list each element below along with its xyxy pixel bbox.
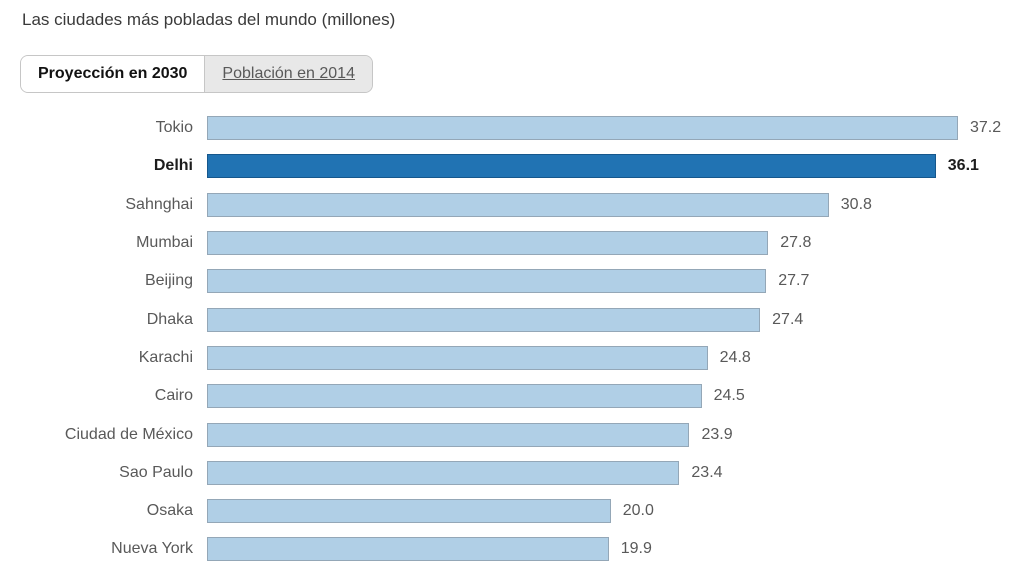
bar-area: 37.2 (207, 116, 1024, 141)
bar (207, 116, 958, 141)
city-label: Ciudad de México (64, 425, 193, 443)
value-label: 27.4 (772, 310, 804, 328)
city-label: Mumbai (136, 234, 193, 252)
city-label: Cairo (154, 387, 193, 405)
bar-area: 23.4 (207, 460, 1024, 485)
value-label: 37.2 (970, 119, 1002, 137)
city-label: Sao Paulo (119, 463, 193, 481)
chart-title: Las ciudades más pobladas del mundo (mil… (22, 10, 396, 29)
tab-proyeccion-2030[interactable]: Proyección en 2030 (21, 56, 206, 92)
city-label: Sahnghai (125, 195, 193, 213)
value-label: 23.4 (691, 463, 723, 481)
table-row: Dhaka 27.4 (0, 300, 1024, 338)
value-label: 24.5 (713, 387, 745, 405)
table-row: Sahnghai 30.8 (0, 186, 1024, 224)
value-label: 24.8 (719, 348, 751, 366)
bar (207, 231, 769, 256)
city-label: Osaka (146, 502, 193, 520)
bar (207, 307, 761, 332)
bar (207, 345, 708, 370)
value-label: 36.1 (947, 157, 979, 175)
bar-area: 30.8 (207, 192, 1024, 217)
bar-area: 24.5 (207, 384, 1024, 409)
table-row: Delhi 36.1 (0, 147, 1024, 185)
city-label: Delhi (153, 157, 193, 175)
bar (207, 537, 609, 562)
city-label: Tokio (155, 119, 193, 137)
tab-group: Proyección en 2030 Población en 2014 (20, 55, 373, 93)
bar (207, 154, 936, 179)
table-row: Karachi 24.8 (0, 339, 1024, 377)
table-row: Mumbai 27.8 (0, 224, 1024, 262)
city-label: Karachi (138, 348, 193, 366)
value-label: 23.9 (701, 425, 733, 443)
city-label: Dhaka (146, 310, 193, 328)
value-label: 30.8 (840, 195, 872, 213)
table-row: Sao Paulo 23.4 (0, 454, 1024, 492)
bar-area: 27.7 (207, 269, 1024, 294)
bar-area: 20.0 (207, 499, 1024, 524)
bar (207, 269, 767, 294)
bar-chart: Tokio 37.2 Delhi 36.1 Sahnghai 30.8 Mumbai 27.8… (0, 109, 1024, 569)
bar (207, 422, 690, 447)
bar-area: 23.9 (207, 422, 1024, 447)
table-row: Cairo 24.5 (0, 377, 1024, 415)
city-label: Beijing (144, 272, 193, 290)
tab-poblacion-2014[interactable]: Población en 2014 (205, 56, 372, 92)
bar-area: 24.8 (207, 345, 1024, 370)
value-label: 19.9 (620, 540, 652, 558)
table-row: Tokio 37.2 (0, 109, 1024, 147)
value-label: 20.0 (622, 502, 654, 520)
value-label: 27.8 (780, 234, 812, 252)
bar-area: 27.8 (207, 231, 1024, 256)
value-label: 27.7 (778, 272, 810, 290)
table-row: Nueva York 19.9 (0, 530, 1024, 568)
bar-area: 27.4 (207, 307, 1024, 332)
bar (207, 499, 611, 524)
bar-area: 36.1 (207, 154, 1024, 179)
city-label: Nueva York (111, 540, 193, 558)
bar-area: 19.9 (207, 537, 1024, 562)
table-row: Ciudad de México 23.9 (0, 415, 1024, 453)
table-row: Beijing 27.7 (0, 262, 1024, 300)
table-row: Osaka 20.0 (0, 492, 1024, 530)
bar (207, 384, 702, 409)
bar (207, 460, 680, 485)
bar (207, 192, 829, 217)
